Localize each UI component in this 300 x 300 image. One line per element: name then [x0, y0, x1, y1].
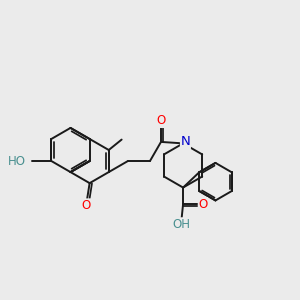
Text: O: O: [82, 199, 91, 212]
Text: N: N: [181, 135, 190, 148]
Text: O: O: [198, 198, 208, 211]
Text: O: O: [156, 114, 166, 128]
Text: OH: OH: [172, 218, 190, 231]
Text: HO: HO: [8, 154, 26, 167]
